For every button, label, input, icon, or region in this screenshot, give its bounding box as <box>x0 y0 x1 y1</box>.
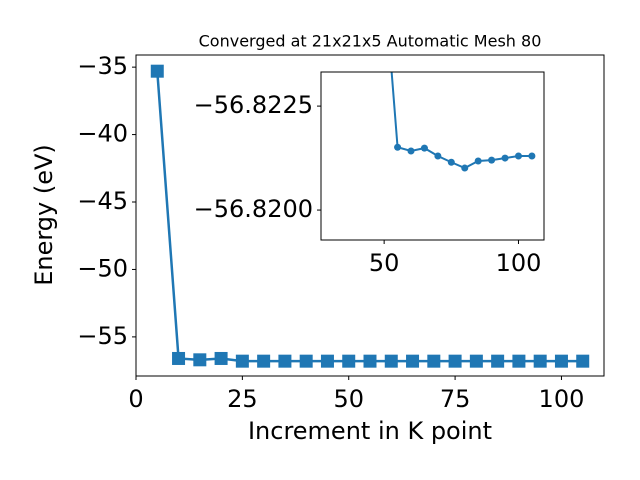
marker <box>214 351 228 365</box>
y-tick-label: −55 <box>77 322 128 350</box>
marker <box>320 354 334 368</box>
marker <box>576 354 590 368</box>
plot-frame <box>320 71 545 241</box>
plot-area <box>321 72 544 240</box>
x-tick-label: 25 <box>227 385 258 413</box>
marker <box>406 354 420 368</box>
marker <box>172 351 186 365</box>
marker <box>434 152 442 160</box>
marker <box>394 143 402 151</box>
marker <box>342 354 356 368</box>
marker <box>257 354 271 368</box>
marker <box>235 354 249 368</box>
marker <box>474 157 482 165</box>
marker <box>193 353 207 367</box>
x-tick-label: 100 <box>496 249 542 277</box>
x-axis-label: Increment in K point <box>248 417 492 445</box>
marker <box>150 64 164 78</box>
marker <box>384 354 398 368</box>
marker <box>461 164 469 172</box>
marker <box>533 354 547 368</box>
x-tick-label: 0 <box>128 385 143 413</box>
y-tick-label: −56.8200 <box>194 195 313 223</box>
y-tick-label: −50 <box>77 254 128 282</box>
plot-clip <box>150 64 590 368</box>
plot-frame <box>135 54 605 377</box>
marker <box>407 147 415 155</box>
y-tick-label: −40 <box>77 120 128 148</box>
marker <box>488 156 496 164</box>
chart-title: Converged at 21x21x5 Automatic Mesh 80 <box>199 32 542 51</box>
y-tick-label: −35 <box>77 52 128 80</box>
x-tick-label: 50 <box>333 385 364 413</box>
marker <box>469 354 483 368</box>
marker <box>514 152 522 160</box>
marker <box>528 152 536 160</box>
x-tick-label: 100 <box>539 385 585 413</box>
plot-clip <box>390 72 536 172</box>
marker <box>427 354 441 368</box>
y-tick-label: −56.8225 <box>194 91 313 119</box>
y-tick-label: −45 <box>77 187 128 215</box>
marker <box>447 158 455 166</box>
marker <box>363 354 377 368</box>
marker <box>448 354 462 368</box>
marker <box>491 354 505 368</box>
marker <box>554 354 568 368</box>
y-axis-label: Energy (eV) <box>30 144 58 286</box>
marker <box>299 354 313 368</box>
marker <box>512 354 526 368</box>
x-tick-label: 75 <box>440 385 471 413</box>
marker <box>278 354 292 368</box>
marker <box>501 154 509 162</box>
marker <box>420 144 428 152</box>
x-tick-label: 50 <box>369 249 400 277</box>
